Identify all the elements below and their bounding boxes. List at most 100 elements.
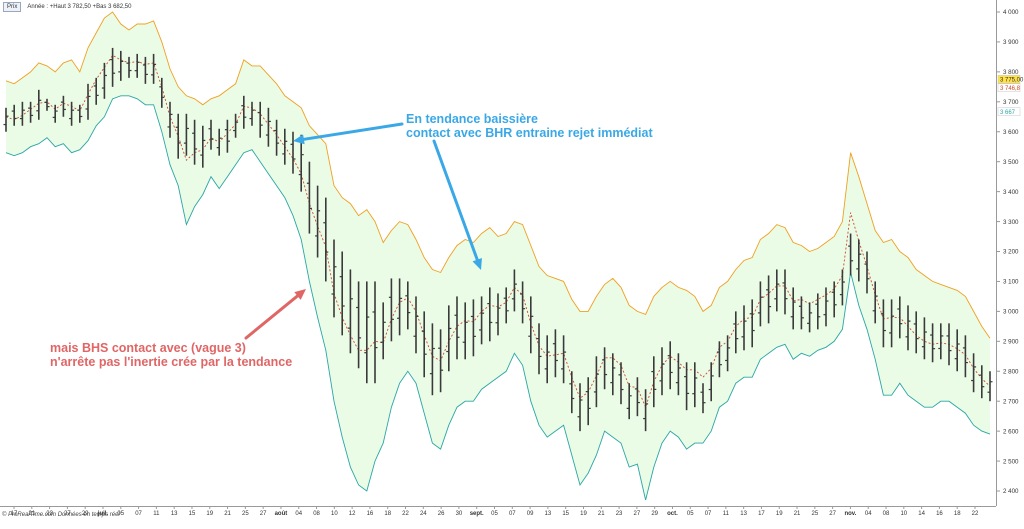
ohlc-bar [774, 269, 780, 312]
x-tick-label: 10 [331, 511, 338, 517]
x-tick-label: juil. [97, 511, 109, 517]
ohlc-bar [831, 281, 837, 318]
annotation-red-line-1: mais BHS contact avec (vague 3) [50, 341, 246, 355]
annotation-red: mais BHS contact avec (vague 3) n'arrête… [50, 341, 292, 369]
ohlc-bar [265, 107, 271, 147]
ohlc-bar [438, 329, 444, 393]
ohlc-bar [3, 107, 9, 132]
x-tick-label: 08 [313, 511, 320, 517]
ohlc-bar [511, 269, 517, 312]
ohlc-bar [372, 281, 378, 384]
x-tick-label: 14 [918, 511, 925, 517]
ohlc-bar [405, 281, 411, 330]
y-tick-label: 3 000 [1003, 309, 1019, 316]
ohlc-bar [971, 353, 977, 393]
ohlc-bar [839, 269, 845, 306]
y-tick-label: 3 500 [1003, 159, 1019, 166]
ohlc-bar [233, 113, 239, 138]
y-tick-label: 3 700 [1003, 99, 1019, 106]
price-button[interactable]: Prix [3, 2, 22, 12]
ohlc-bar [807, 302, 813, 333]
ohlc-bar [413, 296, 419, 354]
ohlc-bar [93, 77, 99, 105]
ohlc-bar [823, 287, 829, 327]
ohlc-bar [192, 119, 198, 165]
ohlc-bar [118, 50, 124, 81]
x-tick-label: août [275, 511, 288, 517]
chart-header: Prix Année : +Haut 3 782,50 +Bas 3 682,5… [0, 0, 996, 14]
annotation-arrow [293, 122, 404, 145]
period-info: Année : +Haut 3 782,50 +Bas 3 682,50 [27, 4, 132, 10]
y-tick-label: 3 100 [1003, 279, 1019, 286]
ohlc-bar [19, 101, 25, 126]
ohlc-bar [134, 53, 140, 78]
annotation-red-line-2: n'arrête pas l'inertie crée par la tenda… [50, 355, 293, 369]
ohlc-bar [495, 293, 501, 336]
x-tick-label: 16 [936, 511, 943, 517]
y-tick-label: 3 600 [1003, 129, 1019, 136]
x-tick-label: 12 [349, 511, 356, 517]
ohlc-bar [725, 335, 731, 372]
ohlc-bar [126, 56, 132, 78]
x-tick-label: 05 [117, 511, 124, 517]
ohlc-bar [864, 251, 870, 294]
upper-band-line [5, 11, 991, 339]
ohlc-bar [692, 362, 698, 408]
ohlc-bar [85, 83, 91, 120]
y-tick-label: 3 800 [1003, 69, 1019, 76]
ohlc-bar [241, 95, 247, 129]
ohlc-bar [356, 281, 362, 369]
x-tick-label: 21 [598, 511, 605, 517]
ohlc-bar [306, 161, 312, 234]
x-tick-label: 05 [491, 511, 498, 517]
ohlc-bar [216, 128, 222, 156]
x-tick-label: oct. [667, 511, 678, 517]
ohlc-bar [520, 281, 526, 324]
x-tick-label: 18 [384, 511, 391, 517]
ohlc-bar [962, 335, 968, 378]
y-tick-label: 3 900 [1003, 39, 1019, 46]
ohlc-bar [503, 287, 509, 324]
ohlc-bar [167, 101, 173, 138]
ohlc-bar [142, 56, 148, 84]
ohlc-bar [479, 296, 485, 345]
ohlc-bar [298, 134, 304, 192]
ohlc-bar [364, 281, 370, 384]
lower-band-line [5, 95, 991, 501]
x-tick-label: 23 [616, 511, 623, 517]
ohlc-bar [889, 299, 895, 348]
ohlc-bar [44, 98, 50, 111]
footer-copyright: © ProRealTime.com Données en temps réel [2, 512, 120, 518]
ohlc-bar [446, 305, 452, 372]
ohlc-bar [101, 62, 107, 99]
ohlc-bar [921, 317, 927, 360]
ohlc-bar [757, 281, 763, 327]
ohlc-bar [634, 377, 640, 417]
x-tick-label: 17 [758, 511, 765, 517]
ohlc-bar [429, 323, 435, 396]
price-tag-label: 3 746,8 [1000, 86, 1021, 92]
ohlc-bars [3, 47, 993, 432]
x-tick-label: 11 [153, 511, 160, 517]
x-tick-label: 19 [580, 511, 587, 517]
ohlc-bar [69, 101, 75, 126]
x-tick-label: 25 [811, 511, 818, 517]
price-tags: 3 775,00 3 746,8 3 667 [997, 75, 1024, 116]
x-tick-label: 30 [456, 511, 463, 517]
ohlc-bar [913, 311, 919, 354]
y-tick-label: 3 300 [1003, 219, 1019, 226]
x-tick-label: 13 [740, 511, 747, 517]
y-tick-label: 2 800 [1003, 368, 1019, 375]
x-tick-label: 15 [562, 511, 569, 517]
ohlc-bar [798, 296, 804, 330]
ohlc-bar [733, 311, 739, 354]
x-tick-label: 29 [82, 511, 89, 517]
ohlc-bar [561, 335, 567, 384]
x-tick-label: 11 [723, 511, 730, 517]
ohlc-bar [77, 104, 83, 123]
x-tick-label: 19 [206, 511, 213, 517]
ohlc-bar [470, 299, 476, 357]
ohlc-bar [602, 347, 608, 390]
x-tick-label: 24 [420, 511, 427, 517]
